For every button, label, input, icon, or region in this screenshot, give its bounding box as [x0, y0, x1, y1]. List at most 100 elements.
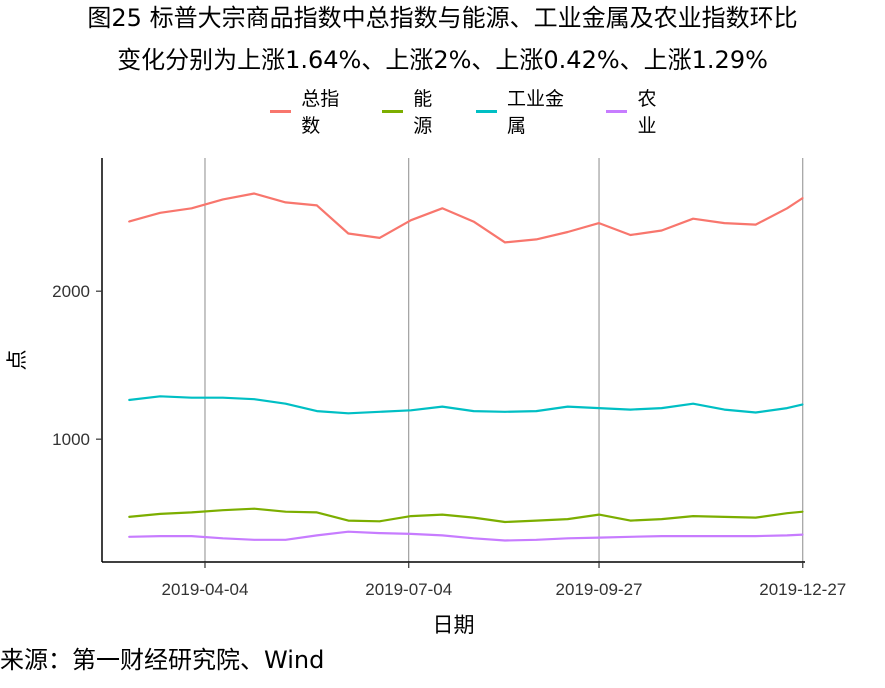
series-2-point-9	[410, 409, 412, 412]
series-3-point-1	[159, 535, 162, 537]
series-3-point-19	[723, 535, 726, 537]
legend-label-0: 总指数	[301, 88, 340, 137]
legend-key-3	[606, 109, 628, 113]
series-3-point-20	[754, 535, 757, 537]
series-0-point-13	[535, 238, 538, 241]
series-1-point-3	[222, 509, 224, 512]
series-1-point-17	[660, 518, 663, 520]
series-0-point-16	[629, 234, 632, 236]
series-1-point-21	[786, 512, 788, 514]
x-tick-label-0: 2019-04-04	[162, 580, 249, 599]
series-2-point-4	[253, 398, 256, 401]
series-0-point-9	[410, 219, 412, 221]
series-0-point-0	[128, 220, 130, 223]
series-2-point-21	[786, 407, 788, 409]
series-0-point-14	[566, 231, 569, 233]
legend-label-2: 工业金属	[507, 88, 565, 137]
series-0-point-17	[660, 229, 663, 232]
series-3-point-18	[692, 535, 694, 537]
series-1-point-15	[598, 513, 600, 516]
legend-key-0	[270, 109, 292, 113]
series-1-point-1	[159, 513, 162, 515]
series-1-point-10	[441, 513, 444, 516]
series-1-point-5	[284, 510, 287, 513]
series-1-point-13	[535, 519, 538, 522]
series-0-point-7	[347, 232, 350, 235]
series-2-point-0	[128, 399, 130, 401]
series-3-point-11	[472, 537, 475, 540]
x-tick-label-1: 2019-07-04	[365, 580, 452, 599]
series-1-point-0	[128, 516, 130, 518]
series-0-point-18	[692, 217, 694, 220]
series-1-point-20	[754, 516, 757, 519]
series-3-point-17	[660, 535, 663, 537]
series-1-point-22	[801, 510, 804, 513]
series-2-point-22	[801, 403, 804, 406]
series-2-point-8	[378, 410, 381, 413]
series-1-point-16	[629, 519, 632, 522]
y-axis-title: 点	[5, 350, 29, 371]
series-2-point-12	[504, 410, 506, 413]
series-2-point-6	[316, 410, 318, 412]
series-3-point-8	[378, 532, 381, 534]
series-0-point-22	[801, 197, 804, 199]
series-3-point-22	[801, 533, 804, 536]
series-1-point-11	[472, 516, 475, 519]
series-2-point-11	[472, 410, 475, 412]
series-0-point-3	[222, 198, 224, 201]
chart-title-line2: 变化分别为上涨1.64%、上涨2%、上涨0.42%、上涨1.29%	[117, 46, 768, 74]
series-2-point-3	[222, 396, 224, 399]
series-1-point-9	[410, 515, 412, 517]
series-3-point-16	[629, 536, 632, 538]
series-3-point-10	[441, 534, 444, 537]
series-3-point-9	[410, 533, 412, 535]
series-3-point-6	[316, 534, 318, 537]
series-1-point-6	[316, 511, 318, 514]
series-3-point-4	[253, 539, 256, 541]
series-3-point-12	[504, 539, 506, 542]
legend: 总指数 能源 工业金属 农业	[270, 88, 700, 137]
series-3-point-15	[598, 536, 600, 539]
legend-key-2	[475, 109, 498, 113]
series-line-2	[128, 395, 804, 415]
series-2-point-7	[347, 412, 350, 415]
series-0-point-4	[253, 192, 256, 195]
series-3-point-2	[190, 535, 193, 537]
chart-title-line1: 图25 标普大宗商品指数中总指数与能源、工业金属及农业指数环比	[87, 4, 798, 32]
y-tick-label-0: 1000	[52, 430, 90, 449]
series-1-point-2	[190, 511, 193, 514]
legend-label-1: 能源	[413, 88, 433, 137]
series-0-point-11	[472, 220, 475, 223]
legend-item-2: 工业金属	[475, 84, 580, 138]
series-1-point-14	[566, 518, 569, 520]
series-1-point-18	[692, 515, 694, 517]
series-2-point-13	[535, 410, 538, 412]
series-0-point-5	[284, 201, 287, 204]
series-2-point-18	[692, 402, 694, 405]
series-1-point-7	[347, 519, 350, 522]
series-0-point-12	[504, 241, 506, 244]
series-0-point-19	[723, 222, 726, 224]
series-2-point-2	[190, 396, 193, 399]
legend-label-3: 农业	[637, 88, 657, 137]
series-0-point-15	[598, 222, 600, 224]
series-line-3	[128, 530, 803, 542]
series-3-point-13	[535, 539, 538, 541]
x-tick-label-3: 2019-12-27	[759, 580, 846, 599]
legend-item-3: 农业	[606, 84, 674, 138]
series-3-point-7	[347, 530, 350, 533]
series-3-point-3	[222, 537, 224, 540]
series-2-point-5	[284, 402, 287, 405]
legend-key-1	[382, 109, 404, 113]
series-2-point-10	[441, 405, 444, 408]
source-note: 来源：第一财经研究院、Wind	[0, 646, 325, 674]
series-0-point-10	[441, 207, 444, 210]
series-line-1	[128, 507, 803, 524]
series-1-point-19	[723, 516, 726, 518]
x-tick-label-2: 2019-09-27	[556, 580, 643, 599]
series-3-point-14	[566, 537, 569, 540]
series-line-0	[128, 192, 804, 244]
series-2-point-16	[629, 408, 632, 411]
series-0-point-6	[316, 204, 318, 207]
